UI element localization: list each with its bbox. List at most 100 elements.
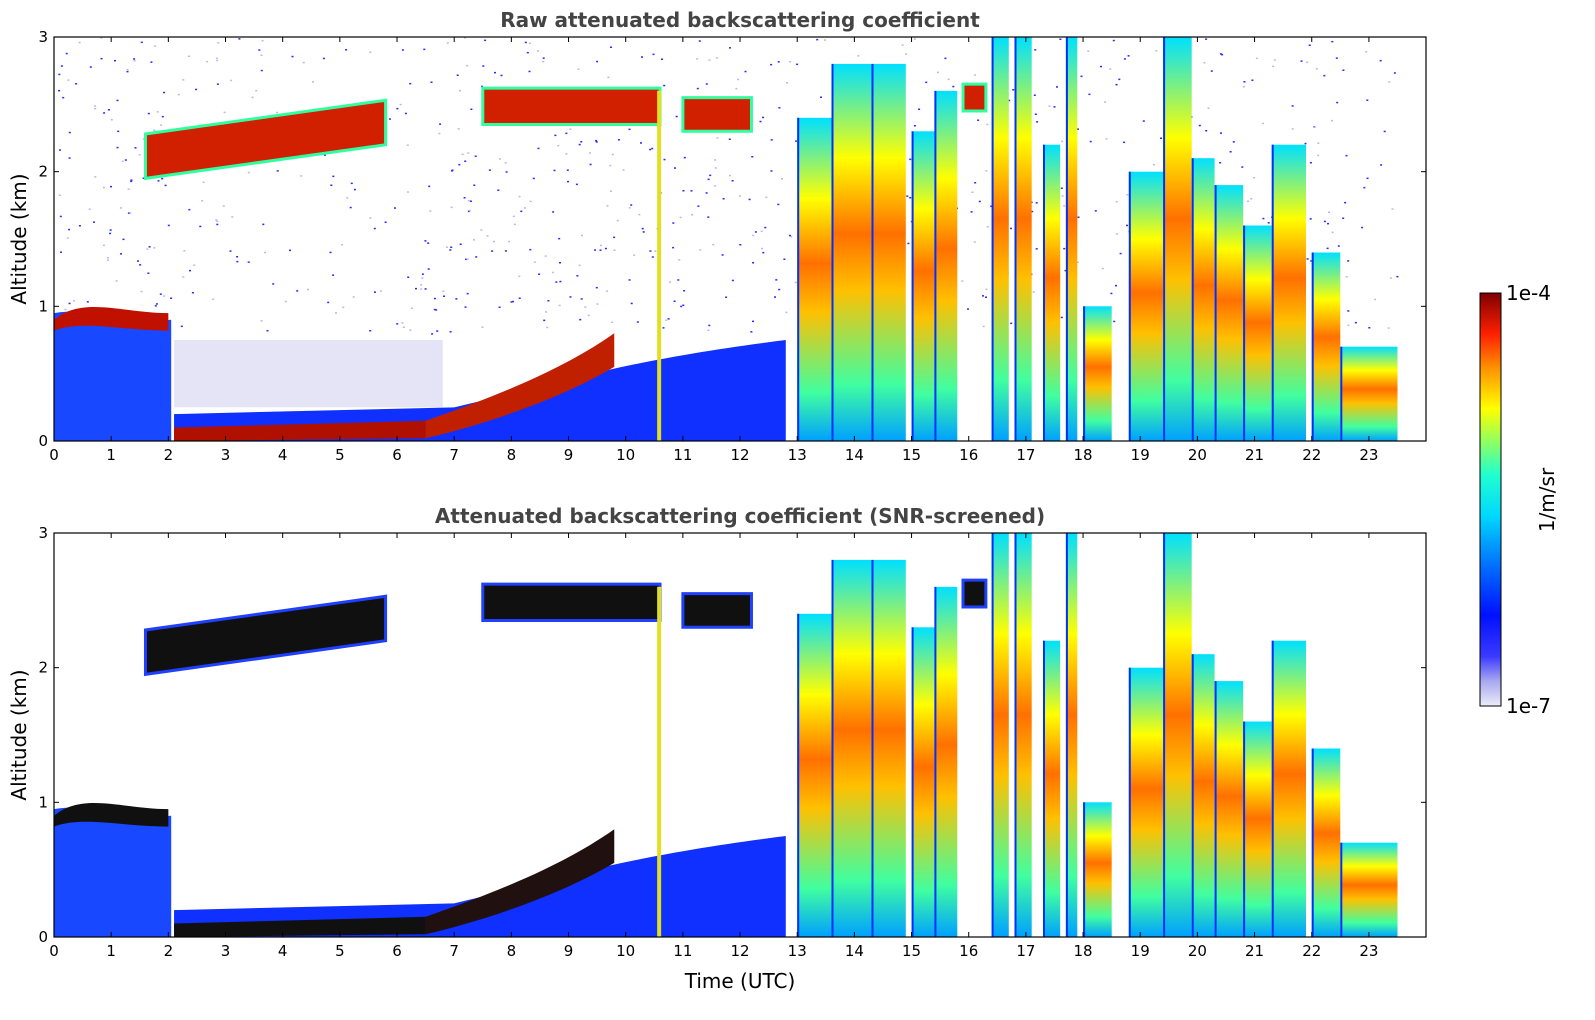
noise-pixel (276, 170, 279, 172)
noise-pixel (212, 298, 215, 300)
noise-pixel (538, 273, 541, 275)
noise-pixel (1330, 119, 1333, 122)
noise-pixel (709, 174, 712, 177)
noise-pixel (167, 224, 170, 227)
column-edge (1083, 306, 1086, 441)
y-tick-label: 2 (38, 659, 48, 677)
noise-pixel (1267, 222, 1270, 224)
noise-pixel (679, 216, 682, 219)
noise-pixel (429, 210, 432, 212)
noise-pixel (464, 160, 467, 162)
x-tick-label: 9 (564, 942, 574, 960)
noise-pixel (1010, 227, 1012, 230)
noise-pixel (153, 247, 156, 249)
noise-pixel (223, 111, 226, 114)
noise-pixel (1368, 327, 1371, 329)
noise-pixel (466, 64, 469, 67)
noise-pixel (266, 330, 269, 332)
noise-pixel (680, 305, 683, 308)
noise-pixel (683, 156, 686, 159)
noise-pixel (547, 300, 550, 302)
convective-column (1014, 37, 1032, 441)
elevated-cloud (143, 98, 388, 181)
boundary-layer-region (54, 807, 172, 937)
noise-pixel (481, 326, 484, 328)
noise-pixel (707, 178, 710, 181)
noise-pixel (464, 37, 466, 39)
convective-column (911, 627, 935, 937)
noise-pixel (1048, 105, 1051, 107)
noise-pixel (551, 271, 554, 274)
noise-pixel (1115, 201, 1118, 203)
noise-pixel (388, 118, 391, 120)
noise-pixel (120, 253, 122, 255)
column-edge (831, 559, 834, 937)
noise-pixel (1034, 113, 1037, 115)
noise-pixel (329, 251, 332, 254)
x-axis: 0 1 2 3 4 5 6 7 8 9 10 11 12 13 14 15 16 17 18 19 20 21 22 23 (49, 533, 1378, 960)
noise-pixel (1366, 99, 1369, 101)
noise-pixel (436, 330, 439, 332)
noise-pixel (284, 300, 287, 303)
noise-pixel (100, 57, 103, 60)
convective-column (991, 533, 1009, 937)
noise-pixel (170, 297, 173, 299)
chart-title: Raw attenuated backscattering coefficien… (500, 8, 980, 32)
noise-pixel (696, 58, 699, 60)
noise-pixel (134, 147, 137, 149)
noise-pixel (1336, 101, 1339, 104)
noise-pixel (1012, 89, 1015, 91)
x-tick-label: 14 (845, 446, 864, 464)
noise-pixel (529, 248, 532, 251)
x-tick-label: 20 (1188, 942, 1207, 960)
noise-pixel (352, 296, 355, 298)
noise-pixel (630, 302, 633, 305)
column-edge (1214, 185, 1217, 441)
noise-pixel (1379, 59, 1382, 62)
noise-pixel (1354, 321, 1357, 324)
noise-pixel (346, 197, 349, 199)
noise-pixel (1313, 126, 1316, 128)
noise-pixel (678, 259, 681, 261)
noise-pixel (469, 200, 472, 202)
noise-pixel (651, 256, 654, 258)
noise-pixel (762, 116, 765, 119)
noise-pixel (374, 291, 376, 293)
noise-pixel (606, 290, 609, 292)
noise-pixel (148, 246, 151, 248)
noise-pixel (1210, 70, 1213, 72)
noise-pixel (760, 230, 763, 233)
noise-pixel (595, 141, 598, 143)
noise-pixel (59, 149, 61, 151)
x-tick-label: 13 (788, 446, 807, 464)
convective-column (1083, 802, 1112, 937)
convective-column (1128, 171, 1164, 441)
noise-pixel (182, 79, 185, 81)
column-edge (797, 613, 800, 937)
noise-pixel (667, 318, 670, 320)
column-edge (1340, 346, 1343, 441)
noise-pixel (236, 260, 239, 263)
noise-pixel (492, 240, 495, 243)
noise-pixel (435, 309, 438, 311)
noise-pixel (595, 139, 598, 142)
noise-pixel (607, 76, 610, 79)
noise-pixel (342, 306, 345, 309)
noise-pixel (611, 153, 614, 156)
noise-pixel (552, 211, 555, 213)
elevated-cloud (481, 582, 662, 623)
noise-pixel (350, 182, 353, 185)
noise-pixel (345, 49, 348, 51)
convective-column (797, 117, 832, 441)
x-tick-label: 16 (959, 446, 978, 464)
noise-pixel (1262, 217, 1265, 220)
noise-pixel (488, 169, 491, 171)
noise-pixel (542, 57, 545, 59)
noise-pixel (641, 56, 643, 58)
noise-pixel (1126, 194, 1129, 196)
noise-pixel (130, 179, 133, 181)
noise-pixel (236, 256, 239, 258)
convective-column (871, 63, 906, 441)
noise-pixel (180, 325, 183, 328)
noise-pixel (985, 296, 987, 298)
